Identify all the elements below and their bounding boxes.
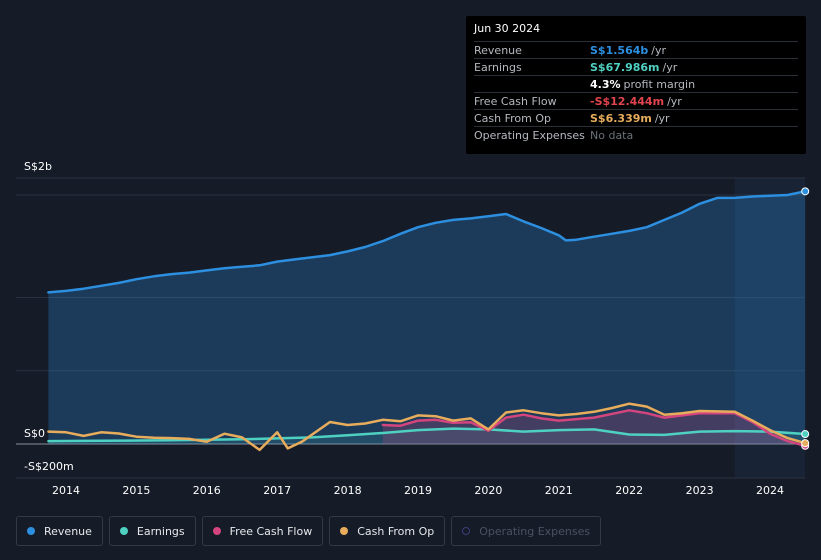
x-tick-label: 2017 [263, 484, 292, 497]
tooltip-row: Earnings S$67.986m/yr [474, 59, 798, 76]
x-tick-label: 2023 [685, 484, 714, 497]
tooltip-row: 4.3% profit margin [474, 76, 798, 93]
legend-label: Cash From Op [357, 524, 435, 538]
tooltip-row-value: 4.3% [590, 77, 621, 91]
x-tick-label: 2016 [192, 484, 221, 497]
cash-from-op-endpoint [801, 439, 810, 448]
y-tick-label-zero: S$0 [24, 427, 45, 440]
x-tick-label: 2019 [404, 484, 432, 497]
series-areas [48, 191, 806, 446]
tooltip-row-unit: /yr [651, 43, 666, 57]
tooltip-row-value: S$6.339m [590, 111, 652, 125]
tooltip-date: Jun 30 2024 [474, 22, 798, 42]
x-tick-label: 2024 [756, 484, 784, 497]
revenue-line [47, 190, 807, 294]
legend-item-revenue[interactable]: Revenue [16, 516, 103, 546]
x-tick-label: 2020 [474, 484, 503, 497]
legend-dot-icon [27, 527, 35, 535]
legend-label: Operating Expenses [479, 524, 591, 538]
tooltip-row-label: Cash From Op [474, 111, 552, 125]
revenue-endpoint [801, 187, 810, 196]
grid-lines [16, 177, 805, 479]
tooltip-row-label: Revenue [474, 43, 522, 57]
tooltip-row-unit: /yr [662, 60, 678, 74]
tooltip-row-value: -S$12.444m [590, 94, 665, 108]
tooltip-row: Operating Expenses No data [474, 127, 798, 144]
legend-item-operating-expenses[interactable]: Operating Expenses [451, 516, 602, 546]
legend-dot-icon [462, 527, 471, 535]
tooltip-row-value: S$67.986m [590, 60, 660, 74]
data-tooltip: Jun 30 2024 Revenue S$1.564b/yr Earnings S$… [466, 16, 806, 154]
legend-item-earnings[interactable]: Earnings [108, 516, 196, 546]
tooltip-row: Cash From Op S$6.339m/yr [474, 110, 798, 127]
legend-dot-icon [212, 527, 221, 535]
tooltip-rows: Revenue S$1.564b/yr Earnings S$67.986m/yr 4.… [474, 42, 798, 144]
x-tick-label: 2021 [544, 484, 573, 497]
x-tick-label: 2014 [52, 484, 80, 497]
earnings-endpoint [801, 430, 810, 439]
tooltip-row-unit: /yr [667, 94, 682, 108]
legend-label: Revenue [44, 524, 92, 538]
legend-label: Earnings [136, 524, 185, 538]
tooltip-row-unit: No data [590, 129, 634, 142]
tooltip-row-unit: /yr [654, 111, 670, 125]
x-tick-label: 2022 [615, 484, 644, 497]
x-tick-label: 2018 [333, 484, 362, 497]
free-cash-flow-area [382, 410, 806, 446]
tooltip-row-label: Operating Expenses [474, 129, 585, 142]
tooltip-row-label: Earnings [474, 60, 522, 74]
y-tick-label-top: S$2b [24, 160, 52, 173]
free-cash-flow-line [381, 409, 807, 448]
legend-item-cash-from-op[interactable]: Cash From Op [329, 516, 446, 546]
forecast-region [734, 178, 805, 478]
legend-label: Free Cash Flow [229, 524, 313, 538]
tooltip-row: Revenue S$1.564b/yr [474, 42, 798, 59]
series-lines [47, 190, 807, 452]
y-tick-label-bottom: -S$200m [24, 460, 74, 473]
x-tick-label: 2015 [122, 484, 151, 497]
series-endpoints [801, 187, 810, 450]
legend-dot-icon [340, 527, 349, 535]
tooltip-row-value: S$1.564b [590, 43, 649, 57]
chart-legend: Revenue Earnings Free Cash Flow Cash From O… [16, 516, 602, 546]
legend-item-free-cash-flow[interactable]: Free Cash Flow [201, 516, 324, 546]
tooltip-row-unit: profit margin [623, 77, 696, 91]
revenue-area [48, 191, 806, 444]
cash-from-op-line [47, 402, 807, 452]
tooltip-row: Free Cash Flow -S$12.444m/yr [474, 93, 798, 110]
tooltip-row-label: Free Cash Flow [474, 94, 557, 108]
legend-dot-icon [119, 527, 128, 535]
